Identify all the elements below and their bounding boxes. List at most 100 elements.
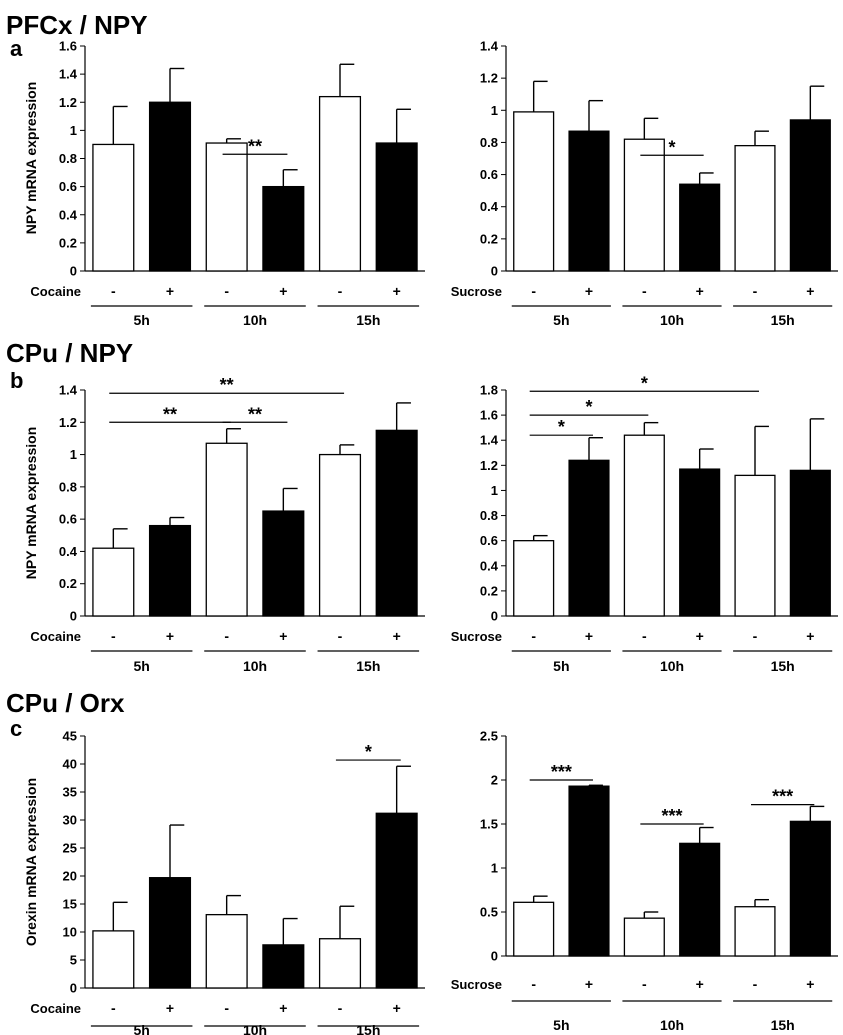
y-tick-label: 1	[491, 861, 498, 876]
sign-label: -	[111, 628, 116, 644]
significance-label: **	[248, 136, 262, 156]
bar	[734, 906, 776, 957]
bar	[734, 144, 776, 272]
time-label: 15h	[771, 658, 795, 674]
y-axis-title: NPY mRNA expression	[23, 427, 39, 580]
bar	[318, 95, 362, 272]
time-label: 15h	[771, 1017, 795, 1033]
significance-label: *	[558, 417, 565, 437]
y-tick-label: 0.4	[59, 207, 78, 222]
sign-label: +	[393, 1000, 401, 1016]
y-tick-label: 1.4	[59, 383, 78, 398]
sign-label: +	[166, 283, 174, 299]
sign-label: -	[111, 1000, 116, 1016]
y-axis-title: Orexin mRNA expression	[23, 778, 39, 946]
y-tick-label: 5	[70, 953, 77, 968]
condition-label: Cocaine	[30, 629, 81, 644]
y-tick-label: 0.6	[480, 167, 498, 182]
time-label: 10h	[243, 1022, 267, 1035]
sign-label: -	[531, 628, 536, 644]
section-letter-a: a	[10, 36, 23, 61]
sign-label: -	[753, 976, 758, 992]
time-label: 10h	[660, 312, 684, 328]
bar	[513, 540, 555, 617]
bar	[262, 510, 305, 617]
bar	[789, 820, 831, 957]
time-label: 10h	[243, 658, 267, 674]
sign-label: +	[806, 283, 814, 299]
y-tick-label: 1.2	[480, 71, 498, 86]
y-tick-label: 1	[70, 123, 77, 138]
y-tick-label: 0	[70, 264, 77, 279]
y-tick-label: 10	[63, 925, 77, 940]
sign-label: +	[585, 976, 593, 992]
sign-label: -	[338, 1000, 343, 1016]
y-tick-label: 35	[63, 785, 77, 800]
y-tick-label: 45	[63, 729, 77, 744]
y-tick-label: 0.4	[59, 544, 78, 559]
time-label: 15h	[356, 658, 380, 674]
chart-c-left: 0 5 10 15 20 25 30 35 40 45 Orexin mRNA expression…	[23, 729, 425, 1035]
significance-label: **	[220, 375, 234, 395]
time-label: 15h	[356, 312, 380, 328]
time-label: 5h	[553, 312, 569, 328]
time-label: 10h	[660, 1017, 684, 1033]
bar	[262, 185, 305, 272]
y-tick-label: 0	[491, 264, 498, 279]
y-tick-label: 30	[63, 813, 77, 828]
bar	[679, 468, 721, 617]
bar	[92, 547, 135, 617]
bar	[375, 142, 418, 272]
sign-label: -	[642, 976, 647, 992]
sign-label: +	[696, 976, 704, 992]
bar	[623, 138, 665, 272]
y-tick-label: 25	[63, 841, 77, 856]
time-label: 5h	[553, 1017, 569, 1033]
significance-label: **	[248, 404, 262, 424]
section-letter-b: b	[10, 368, 23, 393]
condition-label: Sucrose	[451, 629, 502, 644]
bar	[92, 930, 135, 989]
y-tick-label: 1.8	[480, 383, 498, 398]
bar	[262, 944, 305, 989]
chart-b-right: 0 0.2 0.4 0.6 0.8 1 1.2 1.4 1.6 1.8 * * * Sucrose - + - +…	[451, 373, 838, 674]
bar	[513, 111, 555, 272]
bar	[318, 938, 362, 989]
time-label: 5h	[553, 658, 569, 674]
sign-label: -	[642, 628, 647, 644]
sign-label: +	[585, 283, 593, 299]
sign-label: +	[393, 283, 401, 299]
y-tick-label: 1	[491, 103, 498, 118]
bar	[375, 812, 418, 989]
y-tick-label: 1.2	[59, 95, 77, 110]
time-label: 15h	[356, 1022, 380, 1035]
y-tick-label: 1	[491, 483, 498, 498]
bar	[568, 785, 610, 957]
bar	[318, 453, 362, 617]
significance-label: **	[163, 404, 177, 424]
bar	[568, 130, 610, 272]
time-label: 10h	[660, 658, 684, 674]
y-tick-label: 1	[70, 447, 77, 462]
y-tick-label: 0	[70, 981, 77, 996]
significance-label: ***	[772, 787, 793, 807]
sign-label: -	[642, 283, 647, 299]
sign-label: +	[279, 283, 287, 299]
chart-b-left: 0 0.2 0.4 0.6 0.8 1 1.2 1.4 NPY mRNA expression *…	[23, 375, 425, 674]
bar	[513, 901, 555, 957]
sign-label: +	[696, 628, 704, 644]
significance-label: *	[585, 397, 592, 417]
section-title-a: PFCx / NPY	[6, 10, 148, 40]
bar	[92, 143, 135, 272]
y-tick-label: 0.6	[480, 533, 498, 548]
time-label: 15h	[771, 312, 795, 328]
sign-label: -	[338, 628, 343, 644]
sign-label: +	[806, 628, 814, 644]
y-tick-label: 0.6	[59, 512, 77, 527]
bar	[623, 917, 665, 957]
y-tick-label: 20	[63, 869, 77, 884]
y-tick-label: 0.5	[480, 905, 498, 920]
y-tick-label: 0.4	[480, 199, 499, 214]
y-tick-label: 1.4	[480, 433, 499, 448]
